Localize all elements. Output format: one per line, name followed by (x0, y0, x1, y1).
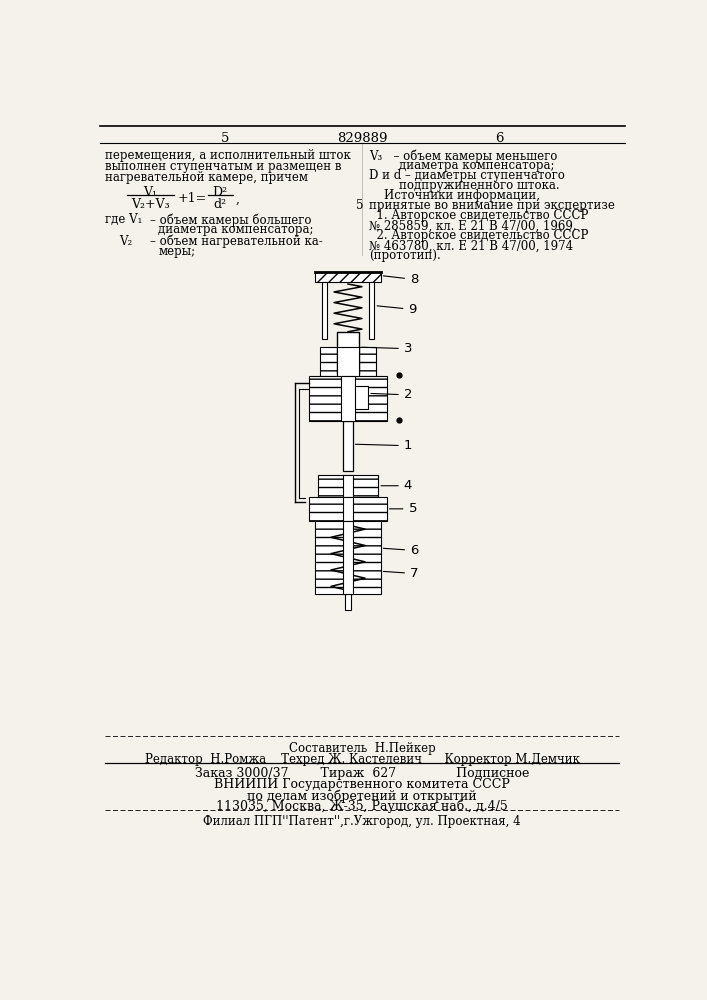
Text: 9: 9 (377, 303, 417, 316)
Text: – объем камеры большего: – объем камеры большего (151, 213, 312, 227)
Bar (344, 421, 353, 471)
Text: d²: d² (214, 198, 227, 211)
Text: 8: 8 (383, 273, 419, 286)
Text: ,: , (235, 192, 240, 205)
Text: D²: D² (213, 186, 228, 199)
Text: 2. Авторское свидетельство СССР: 2. Авторское свидетельство СССР (369, 229, 588, 242)
Bar (345, 594, 351, 610)
Text: подпружиненного штока.: подпружиненного штока. (369, 179, 559, 192)
Text: Источники информации,: Источники информации, (369, 189, 540, 202)
Text: Составитель  Н.Пейкер: Составитель Н.Пейкер (288, 742, 436, 755)
Text: № 285859, кл. Е 21 В 47/00, 1969.: № 285859, кл. Е 21 В 47/00, 1969. (369, 219, 576, 232)
Text: V₂: V₂ (119, 235, 133, 248)
Text: 829889: 829889 (337, 132, 387, 145)
Bar (337, 332, 359, 374)
Bar (315, 521, 380, 594)
Bar (315, 272, 380, 282)
Text: Заказ 3000/37        Тираж  627               Подписное: Заказ 3000/37 Тираж 627 Подписное (194, 767, 529, 780)
Text: 5: 5 (221, 132, 230, 145)
Bar (320, 347, 376, 376)
Text: № 463780, кл. Е 21 В 47/00, 1974: № 463780, кл. Е 21 В 47/00, 1974 (369, 239, 573, 252)
Text: 2: 2 (371, 388, 412, 401)
Text: (прототип).: (прототип). (369, 249, 440, 262)
Text: +1=: +1= (177, 192, 206, 205)
Text: 6: 6 (495, 132, 503, 145)
Bar (369, 282, 374, 339)
Text: где V₁: где V₁ (105, 213, 143, 226)
Text: 4: 4 (381, 479, 412, 492)
Bar (351, 386, 368, 409)
Text: 1: 1 (356, 439, 412, 452)
Bar (309, 376, 387, 421)
Text: 7: 7 (383, 567, 419, 580)
Text: 5: 5 (390, 502, 417, 515)
Text: – объем нагревательной ка-: – объем нагревательной ка- (151, 235, 323, 248)
Text: 3: 3 (361, 342, 412, 355)
Text: меры;: меры; (158, 245, 195, 258)
Text: по делам изобретений и открытий: по делам изобретений и открытий (247, 789, 477, 803)
Bar (337, 347, 359, 376)
Text: выполнен ступенчатым и размещен в: выполнен ступенчатым и размещен в (105, 160, 342, 173)
Bar (341, 376, 355, 421)
Text: диаметра компенсатора;: диаметра компенсатора; (158, 223, 314, 236)
Text: принятые во внимание при экспертизе: принятые во внимание при экспертизе (369, 199, 615, 212)
Bar (344, 497, 353, 521)
Text: ВНИИПИ Государственного комитета СССР: ВНИИПИ Государственного комитета СССР (214, 778, 510, 791)
Text: диаметра компенсатора;: диаметра компенсатора; (369, 159, 554, 172)
Text: Редактор  Н.Ромжа    Техред Ж. Кастелевич      Корректор М.Демчик: Редактор Н.Ромжа Техред Ж. Кастелевич Ко… (144, 753, 580, 766)
Text: нагревательной камере, причем: нагревательной камере, причем (105, 171, 308, 184)
Text: V₁: V₁ (144, 186, 158, 199)
Bar (309, 497, 387, 521)
Text: V₂+V₃: V₂+V₃ (131, 198, 170, 211)
Text: V₃   – объем камеры меньшего: V₃ – объем камеры меньшего (369, 149, 557, 163)
Text: 1. Авторское свидетельство СССР: 1. Авторское свидетельство СССР (369, 209, 588, 222)
Bar (317, 475, 378, 497)
Text: Филиал ПГП''Патент'',г.Ужгород, ул. Проектная, 4: Филиал ПГП''Патент'',г.Ужгород, ул. Прое… (203, 815, 521, 828)
Text: D и d – диаметры ступенчатого: D и d – диаметры ступенчатого (369, 169, 565, 182)
Bar (322, 282, 327, 339)
Text: 5: 5 (356, 199, 363, 212)
Bar (344, 521, 353, 594)
Text: перемещения, а исполнительный шток: перемещения, а исполнительный шток (105, 149, 351, 162)
Text: 6: 6 (383, 544, 419, 557)
Bar (344, 475, 353, 497)
Text: 113035, Москва, Ж-35, Раушская наб., д.4/5: 113035, Москва, Ж-35, Раушская наб., д.4… (216, 800, 508, 813)
